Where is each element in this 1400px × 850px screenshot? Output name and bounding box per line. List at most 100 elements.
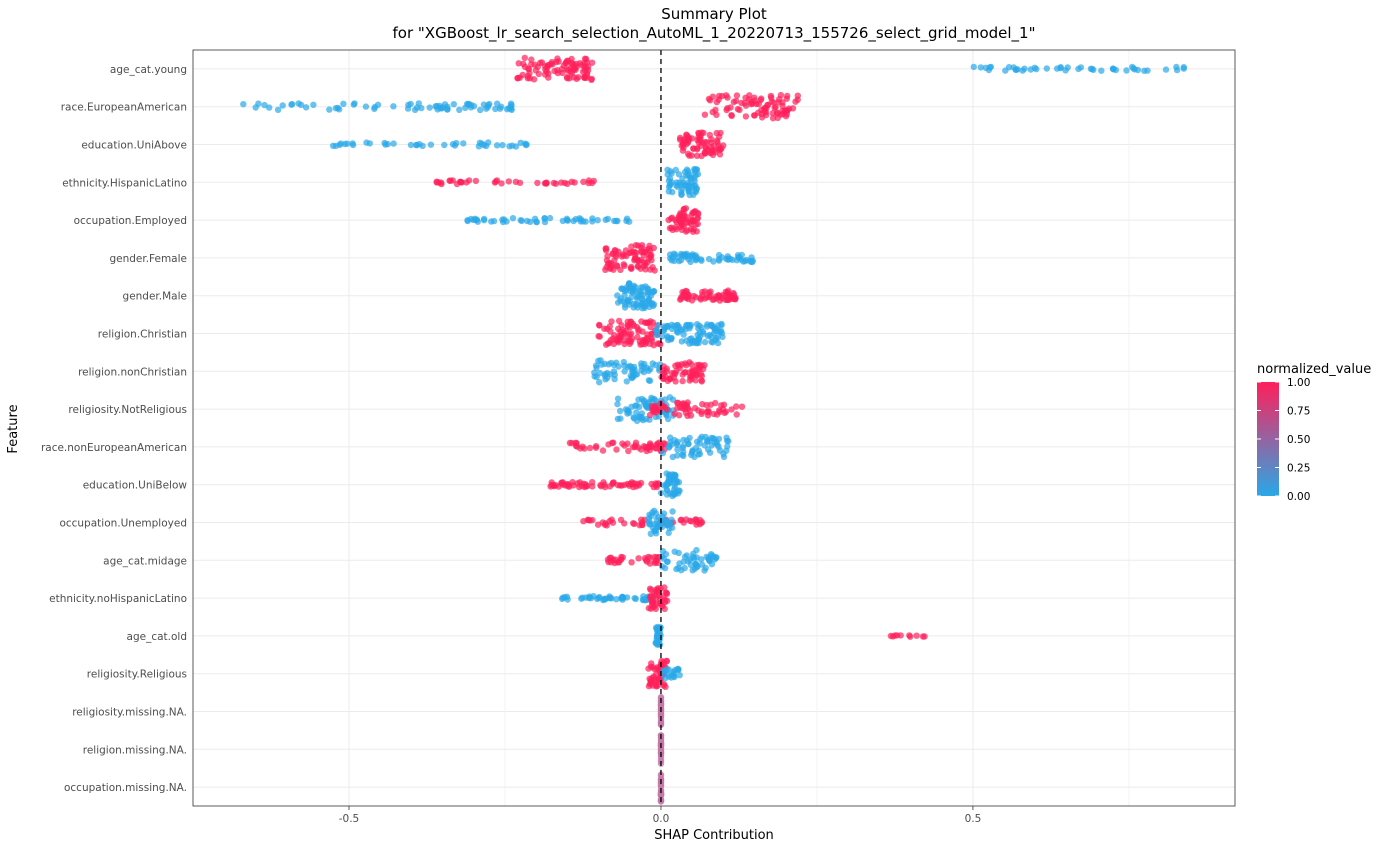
shap-point bbox=[632, 287, 639, 295]
shap-point bbox=[419, 142, 426, 150]
shap-point bbox=[627, 249, 634, 256]
shap-point bbox=[607, 371, 614, 378]
shap-point bbox=[677, 223, 684, 231]
shap-point bbox=[638, 395, 646, 403]
shap-point bbox=[541, 63, 549, 70]
shap-point bbox=[559, 594, 567, 601]
shap-point bbox=[645, 515, 653, 522]
shap-point bbox=[633, 402, 640, 409]
shap-point bbox=[617, 328, 624, 335]
shap-point bbox=[581, 445, 588, 452]
shap-point bbox=[668, 334, 675, 342]
shap-point bbox=[588, 59, 596, 66]
shap-point bbox=[638, 242, 646, 249]
shap-point bbox=[620, 261, 627, 268]
shap-point bbox=[654, 631, 661, 638]
shap-point bbox=[757, 96, 764, 104]
shap-point bbox=[674, 438, 681, 445]
shap-point bbox=[541, 180, 549, 187]
shap-point bbox=[641, 360, 648, 368]
y-tick-label: race.EuropeanAmerican bbox=[61, 102, 187, 114]
shap-point bbox=[646, 441, 654, 449]
shap-point bbox=[456, 106, 463, 114]
shap-point bbox=[621, 368, 628, 375]
shap-point bbox=[1110, 66, 1117, 73]
shap-point bbox=[480, 142, 488, 149]
shap-point bbox=[633, 409, 640, 416]
y-tick-label: religion.nonChristian bbox=[78, 366, 187, 378]
shap-point bbox=[581, 73, 588, 81]
shap-point bbox=[684, 139, 692, 146]
shap-point bbox=[666, 225, 674, 232]
shap-point bbox=[887, 632, 895, 640]
shap-point bbox=[1005, 63, 1013, 71]
shap-point bbox=[609, 519, 617, 526]
shap-point bbox=[653, 328, 660, 335]
shap-point bbox=[602, 266, 609, 273]
shap-point bbox=[523, 141, 530, 148]
shap-point bbox=[498, 180, 505, 187]
shap-point bbox=[670, 322, 678, 330]
plot-panel-border bbox=[192, 49, 1236, 807]
shap-point bbox=[499, 141, 506, 149]
shap-point bbox=[517, 139, 524, 146]
shap-point bbox=[716, 447, 724, 454]
shap-point bbox=[588, 76, 595, 84]
shap-point bbox=[682, 228, 690, 235]
shap-point bbox=[694, 254, 701, 262]
shap-point bbox=[261, 101, 268, 109]
y-tick-label: religiosity.Religious bbox=[87, 669, 187, 681]
shap-point bbox=[647, 605, 655, 612]
shap-point bbox=[659, 449, 667, 457]
legend-tick-label: 0.50 bbox=[1287, 434, 1310, 446]
shap-point bbox=[693, 438, 701, 445]
shap-point bbox=[693, 166, 701, 173]
shap-point bbox=[477, 106, 484, 114]
shap-point bbox=[596, 333, 603, 340]
shap-point bbox=[660, 327, 667, 335]
shap-point bbox=[672, 251, 679, 258]
shap-point bbox=[638, 521, 646, 528]
shap-point bbox=[657, 721, 665, 729]
shap-point bbox=[1180, 63, 1188, 71]
shap-point bbox=[433, 179, 440, 186]
shap-point bbox=[675, 412, 683, 419]
shap-point bbox=[1090, 66, 1097, 74]
shap-point bbox=[645, 520, 653, 528]
shap-point bbox=[703, 408, 711, 416]
shap-point bbox=[472, 177, 480, 185]
shap-point bbox=[661, 605, 668, 613]
shap-point bbox=[733, 411, 740, 418]
shap-point bbox=[683, 213, 690, 221]
shap-point bbox=[688, 335, 695, 342]
shap-point bbox=[680, 448, 687, 456]
shap-point bbox=[610, 439, 617, 446]
shap-point bbox=[648, 257, 655, 264]
shap-point bbox=[669, 188, 676, 196]
shap-point bbox=[660, 510, 668, 517]
shap-point bbox=[676, 672, 683, 679]
shap-point bbox=[634, 262, 642, 270]
shap-point bbox=[694, 215, 701, 222]
shap-point bbox=[667, 375, 674, 382]
shap-point bbox=[685, 440, 692, 448]
shap-point bbox=[523, 217, 531, 225]
shap-point bbox=[1162, 66, 1170, 73]
shap-point bbox=[593, 364, 600, 371]
shap-point bbox=[641, 555, 649, 562]
shap-point bbox=[667, 474, 674, 481]
shap-point bbox=[657, 756, 665, 763]
shap-point bbox=[444, 103, 451, 111]
shap-point bbox=[690, 145, 697, 152]
shap-point bbox=[671, 548, 678, 555]
shap-point bbox=[657, 712, 665, 719]
shap-point bbox=[970, 63, 977, 71]
shap-point bbox=[629, 480, 636, 488]
shap-point bbox=[665, 529, 672, 537]
shap-point bbox=[696, 333, 703, 341]
shap-point bbox=[710, 142, 717, 150]
shap-point bbox=[632, 242, 640, 249]
shap-point bbox=[407, 100, 414, 108]
shap-point bbox=[439, 104, 446, 111]
shap-point bbox=[727, 104, 734, 111]
